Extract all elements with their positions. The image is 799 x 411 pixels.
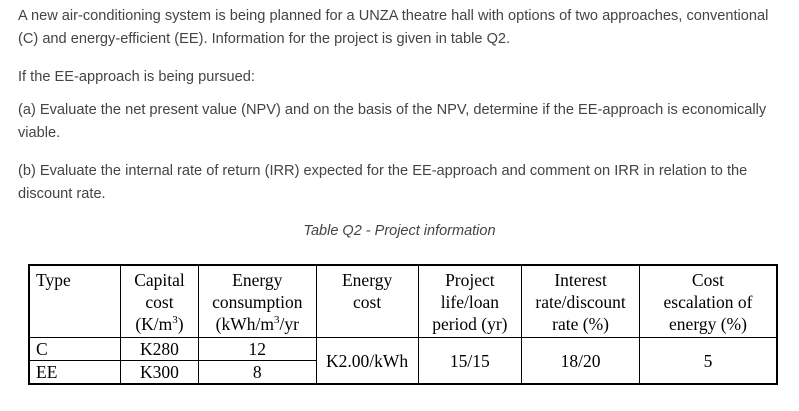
header-project-life: Project life/loan period (yr) bbox=[417, 264, 523, 338]
header-type: Type bbox=[28, 264, 122, 338]
header-capital-cost-line3: (K/m3) bbox=[135, 314, 184, 334]
header-energy-cost: Energy cost bbox=[315, 264, 419, 338]
cell-energy-consumption: 12 bbox=[197, 337, 317, 361]
cell-project-life: 15/15 bbox=[417, 337, 523, 385]
question-condition: If the EE-approach is being pursued: bbox=[18, 69, 255, 85]
header-energy-consumption-line3: (kWh/m3/yr bbox=[215, 314, 299, 334]
header-cost-escalation-line1: Cost bbox=[691, 270, 725, 290]
header-interest-rate-line1: Interest bbox=[554, 270, 607, 290]
table-row: EE K300 8 bbox=[28, 360, 777, 385]
header-project-life-line2: life/loan bbox=[440, 292, 499, 312]
header-type-label: Type bbox=[36, 270, 71, 290]
cell-capital-cost: K280 bbox=[120, 337, 199, 361]
header-project-life-line3: period (yr) bbox=[432, 314, 508, 334]
header-capital-cost-line2: cost bbox=[145, 292, 174, 312]
header-project-life-line1: Project bbox=[445, 270, 495, 290]
cell-interest-rate: 18/20 bbox=[521, 337, 640, 385]
question-intro: A new air-conditioning system is being p… bbox=[18, 8, 769, 47]
header-cost-escalation-line3: energy (%) bbox=[669, 314, 747, 334]
header-interest-rate: Interest rate/discount rate (%) bbox=[521, 264, 640, 338]
header-capital-cost-line1: Capital bbox=[134, 270, 185, 290]
table-caption: Table Q2 - Project information bbox=[303, 223, 496, 239]
cell-energy-cost: K2.00/kWh bbox=[315, 337, 419, 385]
header-energy-consumption-line2: consumption bbox=[212, 292, 303, 312]
header-cost-escalation: Cost escalation of energy (%) bbox=[638, 264, 778, 338]
table-row: C K280 12 K2.00/kWh 15/15 18/20 5 bbox=[28, 337, 778, 385]
header-energy-cost-line2: cost bbox=[353, 292, 382, 312]
question-part-a: (a) Evaluate the net present value (NPV)… bbox=[18, 102, 767, 141]
header-energy-cost-line1: Energy bbox=[341, 270, 393, 290]
header-cost-escalation-line2: escalation of bbox=[663, 292, 753, 312]
header-interest-rate-line3: rate (%) bbox=[552, 314, 609, 334]
cell-cost-escalation: 5 bbox=[638, 337, 778, 385]
cell-type: EE bbox=[28, 360, 122, 385]
cell-capital-cost: K300 bbox=[120, 360, 199, 385]
header-energy-consumption: Energy consumption (kWh/m3/yr bbox=[197, 264, 317, 338]
cell-type: C bbox=[28, 337, 122, 361]
project-information-table: Type Capital cost (K/m3) Energy consumpt… bbox=[28, 264, 778, 385]
header-capital-cost: Capital cost (K/m3) bbox=[120, 264, 199, 338]
question-part-b: (b) Evaluate the internal rate of return… bbox=[18, 163, 748, 202]
table-header-row: Type Capital cost (K/m3) Energy consumpt… bbox=[28, 264, 778, 338]
header-interest-rate-line2: rate/discount bbox=[535, 292, 626, 312]
header-energy-consumption-line1: Energy bbox=[232, 270, 283, 290]
cell-energy-consumption: 8 bbox=[197, 360, 317, 385]
